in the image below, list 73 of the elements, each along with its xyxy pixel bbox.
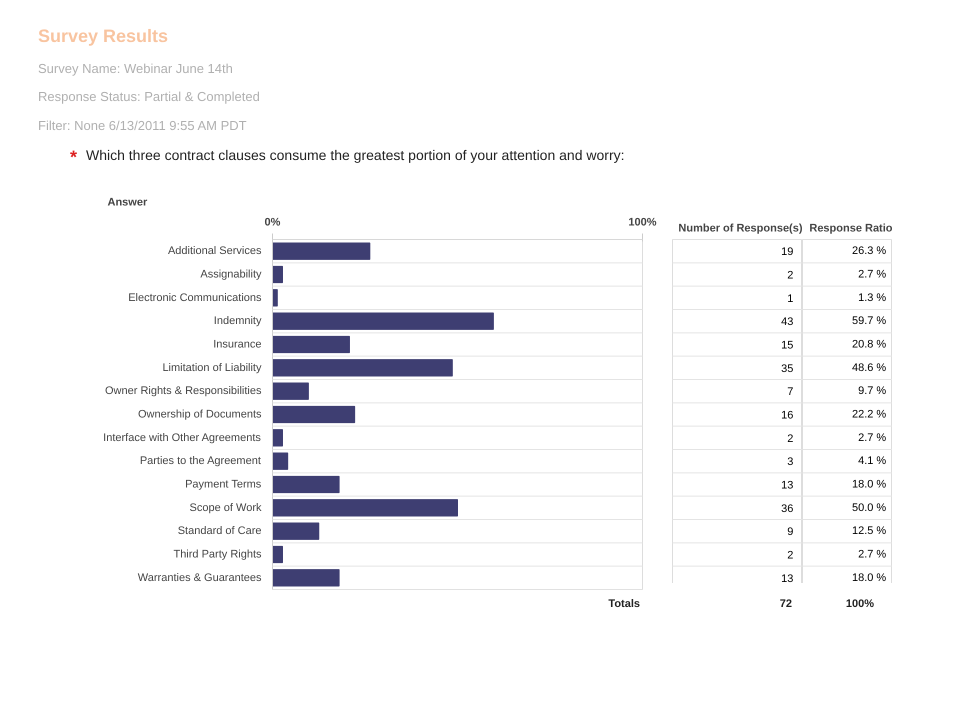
y-tick-label: Electronic Communications: [128, 292, 262, 304]
y-tick-label: Standard of Care: [178, 525, 262, 538]
text: Totals: [608, 597, 640, 612]
text: 2: [787, 270, 794, 282]
text: Response Ratio: [809, 222, 893, 235]
bar: [272, 429, 283, 447]
data-label: 1.3 %: [858, 292, 886, 304]
text: 72: [780, 597, 792, 612]
bar: [272, 336, 350, 354]
text: *: [70, 146, 78, 170]
y-tick-label: Assignability: [200, 268, 262, 281]
data-label: 22.2 %: [852, 408, 886, 421]
text: 2: [787, 550, 794, 562]
data-label: 50.0 %: [852, 502, 886, 514]
y-tick-label: Owner Rights & Responsibilities: [104, 385, 262, 398]
text: Which three contract clauses consume the greatest portion of your attention and worry:: [86, 146, 625, 166]
y-tick-label: Additional Services: [168, 245, 262, 258]
text: 13: [781, 480, 794, 492]
bar: [272, 359, 453, 377]
data-label: 48.6 %: [852, 362, 886, 374]
text: 1: [787, 292, 794, 305]
data-label: 2.7 %: [858, 548, 886, 561]
text: 19: [781, 246, 794, 258]
y-tick-label: Parties to the Agreement: [140, 455, 261, 468]
bar: [272, 312, 494, 330]
data-label: 18.0 %: [852, 478, 886, 491]
bar: [272, 569, 340, 587]
bar: [272, 476, 340, 494]
text: Answer: [108, 196, 148, 209]
y-tick-label: Limitation of Liability: [162, 362, 262, 374]
bar: [272, 289, 278, 307]
text: 43: [781, 316, 794, 328]
text: Survey Results: [38, 25, 168, 48]
bar: [272, 522, 320, 540]
data-label: 2.7 %: [858, 268, 886, 281]
text: 36: [781, 502, 794, 515]
data-label: 9.7 %: [858, 385, 886, 398]
y-tick-label: Warranties & Guarantees: [138, 572, 262, 584]
text: 16: [781, 410, 794, 422]
data-label: 26.3 %: [852, 245, 886, 258]
y-tick-label: Third Party Rights: [173, 548, 262, 561]
text: 15: [781, 340, 794, 352]
text: Filter: None 6/13/2011 9:55 AM PDT: [38, 116, 247, 135]
bar: [272, 499, 458, 517]
text: 35: [781, 362, 794, 375]
text: Number of Response(s): [678, 222, 803, 235]
data-label: 18.0 %: [852, 572, 886, 584]
text: 7: [787, 386, 794, 398]
bar: [272, 266, 283, 284]
data-label: 2.7 %: [858, 432, 886, 444]
y-tick-label: Payment Terms: [185, 478, 262, 491]
text: 13: [781, 572, 794, 585]
text: Response Status: Partial & Completed: [38, 88, 260, 106]
y-tick-label: Insurance: [213, 338, 262, 351]
bar: [272, 382, 309, 400]
text: 9: [787, 526, 794, 538]
text: 100%: [846, 597, 874, 612]
data-label: 20.8 %: [852, 338, 886, 351]
bar: [272, 546, 283, 564]
bar: [272, 406, 356, 424]
bar: [272, 242, 370, 260]
y-tick-label: Interface with Other Agreements: [103, 432, 262, 444]
y-tick-label: Scope of Work: [190, 502, 262, 514]
data-label: 59.7 %: [852, 315, 886, 328]
data-label: 12.5 %: [852, 525, 886, 538]
bar: [272, 452, 288, 470]
text: 2: [787, 432, 794, 445]
y-tick-label: Ownership of Documents: [138, 408, 262, 421]
text: Survey Name: Webinar June 14th: [38, 60, 233, 78]
x-tick-label: 0%: [264, 216, 281, 229]
data-label: 4.1 %: [858, 455, 886, 468]
text: 3: [787, 456, 794, 468]
y-tick-label: Indemnity: [214, 315, 262, 328]
